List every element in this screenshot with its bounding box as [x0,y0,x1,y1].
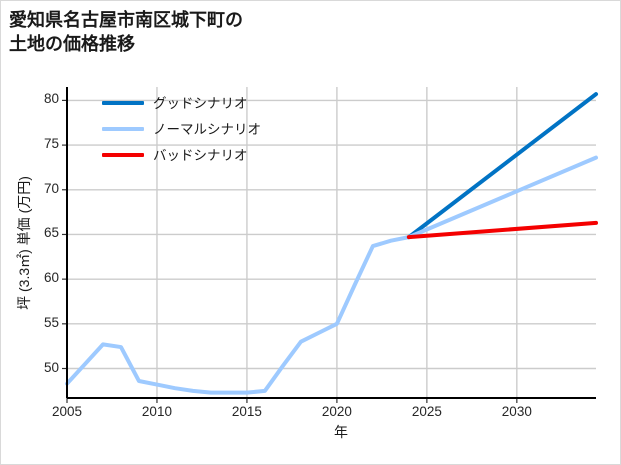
series-lines [65,92,598,395]
legend-label-good: グッドシナリオ [153,96,248,111]
legend-label-bad: バッドシナリオ [153,148,248,163]
x-axis-tick-label: 2030 [501,404,532,419]
x-axis-tick-label: 2010 [141,404,172,419]
x-axis-label: 年 [334,424,348,440]
y-axis-tick-label: 65 [43,225,59,241]
legend-swatch-bad [102,153,144,157]
y-axis-tick-label: 70 [43,180,59,196]
y-axis-tick-label: 75 [43,136,59,152]
page-title: 愛知県名古屋市南区城下町の 土地の価格推移 [9,10,243,54]
gridlines [66,87,596,398]
series-line-forecast-good [406,92,598,240]
y-axis-tick-label: 60 [43,270,59,286]
legend-label-normal: ノーマルシナリオ [153,122,261,137]
legend-swatch-normal [102,127,144,131]
x-axis-tick-label: 2025 [411,404,442,419]
x-axis-tick-label: 2020 [321,404,352,419]
series-line-historical-normal [65,235,411,395]
y-axis-label: 坪 (3.3㎡) 単価 (万円) [16,176,32,310]
series-line-forecast-bad [406,220,598,240]
y-axis-tick-label: 50 [43,359,59,375]
axis-frame [66,87,596,399]
x-axis-tick-label: 2005 [51,404,83,419]
x-axis-tick-label: 2015 [231,404,262,419]
series-line-forecast-normal [406,155,598,240]
legend-swatch-good [102,101,144,105]
y-axis-tick-label: 55 [43,314,59,330]
y-axis-tick-label: 80 [43,91,59,107]
